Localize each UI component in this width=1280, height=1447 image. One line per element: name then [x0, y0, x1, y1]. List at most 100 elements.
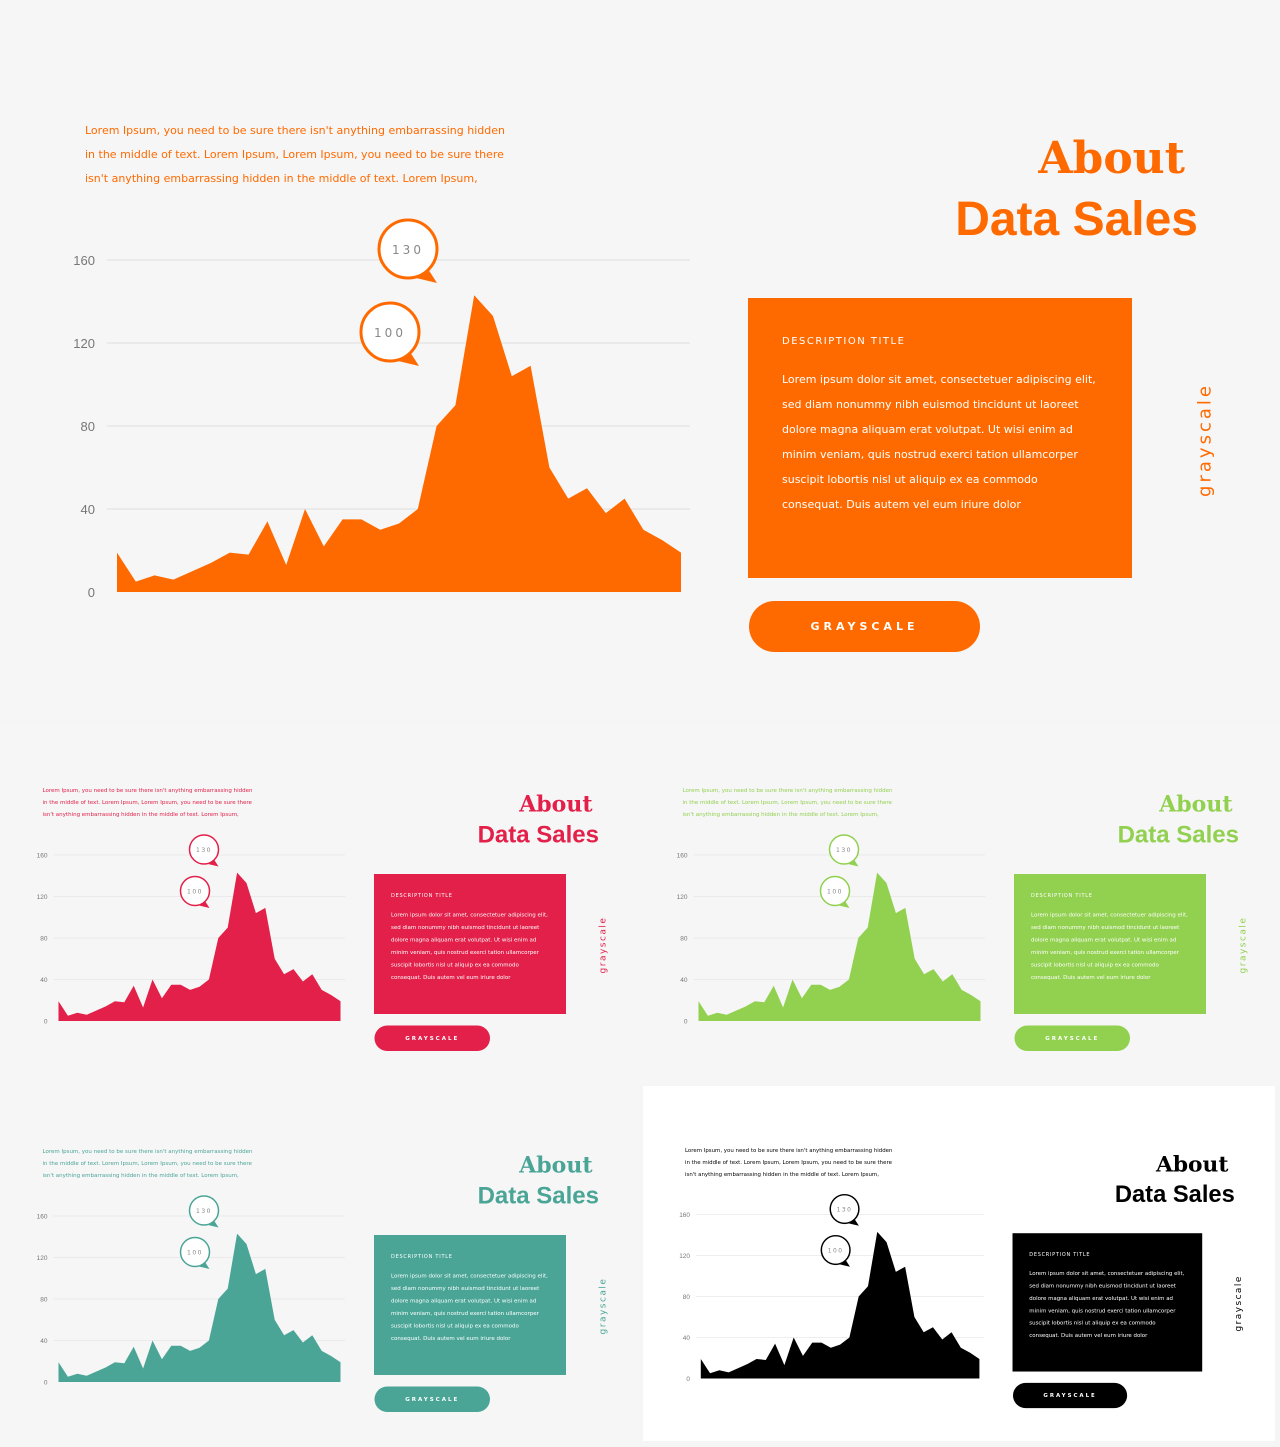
callout-pin: 130: [377, 218, 439, 283]
slide-black: Lorem Ipsum, you need to be sure there i…: [643, 1086, 1275, 1441]
sales-area: [698, 872, 981, 1021]
callout-value: 130: [196, 847, 212, 854]
slide-main: Lorem Ipsum, you need to be sure there i…: [0, 0, 1280, 720]
data-sales-heading: Data Sales: [955, 193, 1198, 246]
slide-content: Lorem Ipsum, you need to be sure there i…: [640, 725, 1280, 1085]
intro-text: Lorem Ipsum, you need to be sure there i…: [42, 787, 253, 818]
callout-pin: 130: [188, 834, 220, 867]
description-title: DESCRIPTION TITLE: [1029, 1251, 1091, 1258]
callout-pin: 100: [359, 301, 421, 366]
about-heading: About: [519, 791, 593, 818]
grayscale-button[interactable]: GRAYSCALE: [374, 1386, 490, 1412]
y-tick-label: 0: [684, 1019, 688, 1026]
about-heading: About: [519, 1152, 593, 1179]
slide-content: Lorem Ipsum, you need to be sure there i…: [0, 725, 640, 1085]
callout-pin: 130: [829, 1193, 860, 1226]
sales-area: [58, 872, 341, 1021]
area-chart: 0 40 80 120 160 130 100: [37, 834, 345, 1026]
area-chart: 0 40 80 120 160 130 100: [677, 834, 985, 1026]
grayscale-button[interactable]: GRAYSCALE: [374, 1025, 490, 1051]
callout-value: 100: [828, 1248, 844, 1254]
slide-teal: Lorem Ipsum, you need to be sure there i…: [0, 1086, 640, 1446]
y-tick-label: 0: [44, 1019, 48, 1026]
y-tick-label: 80: [683, 1294, 691, 1301]
grayscale-button[interactable]: GRAYSCALE: [1014, 1025, 1130, 1051]
y-tick-label: 40: [81, 502, 95, 517]
description-box: DESCRIPTION TITLE Lorem ipsum dolor sit …: [1012, 1233, 1203, 1372]
y-tick-label: 160: [37, 1214, 48, 1221]
callout-value: 100: [374, 326, 406, 340]
about-heading: About: [1038, 133, 1185, 184]
y-tick-label: 40: [40, 1338, 48, 1345]
description-text: Lorem ipsum dolor sit amet, consectetuer…: [782, 373, 1096, 511]
vertical-label: grayscale: [1194, 383, 1216, 497]
y-tick-label: 80: [81, 419, 95, 434]
callout-value: 100: [187, 889, 203, 896]
description-box: DESCRIPTION TITLE Lorem ipsum dolor sit …: [374, 1235, 566, 1375]
slide-content: Lorem Ipsum, you need to be sure there i…: [0, 1086, 640, 1446]
intro-text: Lorem Ipsum, you need to be sure there i…: [42, 1148, 253, 1179]
callout-pin: 100: [820, 1234, 851, 1267]
description-title: DESCRIPTION TITLE: [782, 336, 906, 347]
callout-value: 130: [836, 847, 852, 854]
description-title: DESCRIPTION TITLE: [391, 1254, 453, 1260]
description-box: DESCRIPTION TITLE Lorem ipsum dolor sit …: [1014, 874, 1206, 1014]
slide-content: Lorem Ipsum, you need to be sure there i…: [643, 1086, 1275, 1441]
description-title: DESCRIPTION TITLE: [391, 893, 453, 899]
y-tick-label: 120: [677, 894, 688, 901]
callout-pin: 100: [179, 875, 211, 908]
data-sales-heading: Data Sales: [1117, 821, 1239, 849]
y-tick-label: 80: [680, 936, 688, 943]
y-tick-label: 80: [40, 1297, 48, 1304]
data-sales-heading: Data Sales: [477, 1182, 599, 1210]
area-chart: 0 40 80 120 160 130 100: [679, 1193, 984, 1383]
y-tick-label: 80: [40, 936, 48, 943]
intro-text: Lorem Ipsum, you need to be sure there i…: [682, 787, 893, 818]
intro-text: Lorem Ipsum, you need to be sure there i…: [684, 1147, 893, 1178]
callout-value: 130: [196, 1208, 212, 1215]
callout-value: 100: [827, 889, 843, 896]
callout-pin: 100: [179, 1236, 211, 1269]
sales-area: [700, 1231, 980, 1379]
description-text: Lorem ipsum dolor sit amet, consectetuer…: [1029, 1270, 1185, 1339]
callout-pin: 130: [188, 1195, 220, 1228]
description-title: DESCRIPTION TITLE: [1031, 893, 1093, 899]
y-tick-label: 160: [679, 1212, 690, 1219]
sales-area: [58, 1233, 341, 1382]
callout-value: 100: [187, 1250, 203, 1257]
y-tick-label: 160: [73, 253, 95, 268]
vertical-label: grayscale: [597, 916, 608, 974]
y-tick-label: 160: [677, 853, 688, 860]
callout-pin: 100: [819, 875, 851, 908]
vertical-label: grayscale: [1237, 916, 1248, 974]
description-text: Lorem ipsum dolor sit amet, consectetuer…: [391, 911, 548, 981]
slide-green: Lorem Ipsum, you need to be sure there i…: [640, 725, 1280, 1085]
y-tick-label: 0: [88, 585, 95, 600]
about-heading: About: [1155, 1151, 1229, 1177]
grayscale-button[interactable]: GRAYSCALE: [1013, 1382, 1128, 1409]
y-tick-label: 120: [37, 1255, 48, 1262]
grayscale-button[interactable]: GRAYSCALE: [749, 601, 980, 652]
vertical-label: grayscale: [597, 1277, 608, 1335]
y-tick-label: 0: [44, 1380, 48, 1387]
callout-value: 130: [392, 243, 424, 257]
callout-pin: 130: [828, 834, 860, 867]
y-tick-label: 120: [37, 894, 48, 901]
vertical-label: grayscale: [1233, 1275, 1244, 1332]
data-sales-heading: Data Sales: [1114, 1181, 1235, 1208]
sales-area: [117, 295, 681, 592]
intro-text: Lorem Ipsum, you need to be sure there i…: [85, 124, 505, 185]
y-tick-label: 40: [680, 977, 688, 984]
y-tick-label: 120: [73, 336, 95, 351]
y-tick-label: 40: [40, 977, 48, 984]
y-tick-label: 120: [679, 1253, 690, 1260]
callout-value: 130: [837, 1207, 853, 1213]
y-tick-label: 160: [37, 853, 48, 860]
y-tick-label: 0: [686, 1376, 690, 1383]
data-sales-heading: Data Sales: [477, 821, 599, 849]
area-chart: 0 40 80 120 160 130 100: [37, 1195, 345, 1387]
about-heading: About: [1159, 791, 1233, 818]
description-text: Lorem ipsum dolor sit amet, consectetuer…: [391, 1272, 548, 1342]
description-box: DESCRIPTION TITLE Lorem ipsum dolor sit …: [374, 874, 566, 1014]
y-tick-label: 40: [683, 1335, 691, 1342]
